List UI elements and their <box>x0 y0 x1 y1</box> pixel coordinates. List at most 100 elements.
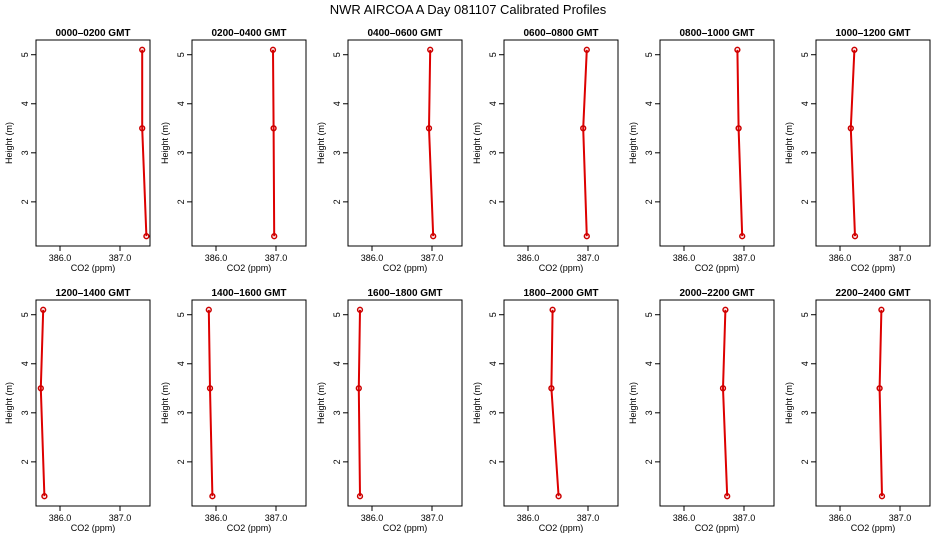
x-axis-label: CO2 (ppm) <box>227 263 272 273</box>
data-point <box>878 493 886 500</box>
y-tick-label: 4 <box>332 361 342 366</box>
x-tick-label: 387.0 <box>109 253 132 263</box>
x-tick-label: 386.0 <box>205 513 228 523</box>
y-tick-label: 4 <box>800 101 810 106</box>
y-tick-label: 5 <box>332 312 342 317</box>
data-point <box>719 385 727 392</box>
data-point <box>206 385 214 392</box>
y-tick-label: 3 <box>176 410 186 415</box>
y-tick-label: 5 <box>488 312 498 317</box>
data-point <box>356 306 364 313</box>
panel-12: 2200–2400 GMT 386.0 387.0 2 3 4 5 CO2 (ppm) Heig… <box>784 288 931 533</box>
plot-frame <box>347 299 463 507</box>
x-tick-label: 387.0 <box>265 253 288 263</box>
y-tick-label: 3 <box>644 410 654 415</box>
plot-frame <box>815 299 931 507</box>
data-point <box>139 125 146 132</box>
panel-9: 1600–1800 GMT 386.0 387.0 2 3 4 5 CO2 (ppm) Heig… <box>316 288 463 533</box>
data-point <box>847 125 854 132</box>
y-tick-label: 2 <box>20 459 30 464</box>
plot-frame <box>35 299 151 507</box>
x-tick-label: 386.0 <box>673 253 696 263</box>
data-point <box>735 125 742 132</box>
panel-title: 0400–0600 GMT <box>367 28 442 39</box>
profile-line <box>141 49 148 237</box>
x-axis-label: CO2 (ppm) <box>695 263 740 273</box>
data-point <box>555 493 562 500</box>
data-point <box>271 233 278 240</box>
panel-title: 1200–1400 GMT <box>55 288 130 299</box>
y-tick-label: 3 <box>488 150 498 155</box>
profile-line <box>207 309 214 497</box>
x-tick-label: 386.0 <box>829 513 852 523</box>
data-point <box>143 233 150 240</box>
panel-title: 0000–0200 GMT <box>55 28 130 39</box>
profile-line <box>736 49 744 237</box>
plot-frame <box>35 39 151 247</box>
y-tick-label: 5 <box>488 52 498 57</box>
x-tick-label: 387.0 <box>733 253 756 263</box>
plot-frame <box>659 299 775 507</box>
y-tick-label: 3 <box>20 150 30 155</box>
y-tick-label: 2 <box>488 199 498 204</box>
plot-frame <box>503 39 619 247</box>
y-axis-label: Height (m) <box>160 382 170 424</box>
profile-line <box>357 309 361 497</box>
panel-4: 0600–0800 GMT 386.0 387.0 2 3 4 5 CO2 (ppm) Heig… <box>472 28 619 273</box>
profile-line <box>39 309 46 497</box>
y-axis-label: Height (m) <box>472 382 482 424</box>
data-point <box>430 233 437 240</box>
y-tick-label: 4 <box>800 361 810 366</box>
plot-frame <box>191 299 307 507</box>
y-axis-label: Height (m) <box>472 122 482 164</box>
plot-frame <box>815 39 931 247</box>
x-tick-label: 386.0 <box>49 513 72 523</box>
data-point <box>734 46 741 53</box>
plot-frame <box>347 39 463 247</box>
panel-1: 0000–0200 GMT 386.0 387.0 2 3 4 5 CO2 (ppm) Heig… <box>4 28 151 273</box>
x-axis-label: CO2 (ppm) <box>383 523 428 533</box>
plot-frame <box>659 39 775 247</box>
data-point <box>41 493 48 500</box>
x-axis-label: CO2 (ppm) <box>71 523 116 533</box>
panel-title: 0200–0400 GMT <box>211 28 286 39</box>
x-tick-label: 387.0 <box>265 513 288 523</box>
y-tick-label: 5 <box>20 312 30 317</box>
data-point <box>878 306 885 313</box>
y-tick-label: 3 <box>332 150 342 155</box>
x-axis-label: CO2 (ppm) <box>227 523 272 533</box>
data-point <box>851 46 858 53</box>
y-tick-label: 5 <box>800 52 810 57</box>
y-tick-label: 5 <box>800 312 810 317</box>
figure-title: NWR AIRCOA A Day 081107 Calibrated Profi… <box>330 2 607 17</box>
x-tick-label: 387.0 <box>421 513 444 523</box>
y-tick-label: 5 <box>332 52 342 57</box>
y-tick-label: 4 <box>20 101 30 106</box>
x-tick-label: 386.0 <box>673 513 696 523</box>
data-point <box>739 233 746 240</box>
panel-title: 2000–2200 GMT <box>679 288 754 299</box>
data-point <box>355 385 362 392</box>
data-point <box>269 46 277 53</box>
x-tick-label: 386.0 <box>361 253 384 263</box>
panel-2: 0200–0400 GMT 386.0 387.0 2 3 4 5 CO2 (ppm) Heig… <box>160 28 307 273</box>
data-point <box>548 385 555 392</box>
plot-frame <box>503 299 619 507</box>
profile-line <box>550 309 560 497</box>
y-axis-label: Height (m) <box>316 122 326 164</box>
x-tick-label: 387.0 <box>889 253 912 263</box>
y-tick-label: 3 <box>800 150 810 155</box>
x-axis-label: CO2 (ppm) <box>695 523 740 533</box>
panel-5: 0800–1000 GMT 386.0 387.0 2 3 4 5 CO2 (ppm) Heig… <box>628 28 775 273</box>
y-tick-label: 5 <box>644 52 654 57</box>
data-point <box>876 385 883 392</box>
data-point <box>583 46 590 53</box>
x-tick-label: 387.0 <box>421 253 444 263</box>
plot-frame <box>191 39 307 247</box>
panel-title: 2200–2400 GMT <box>835 288 910 299</box>
x-tick-label: 386.0 <box>205 253 228 263</box>
panel-3: 0400–0600 GMT 386.0 387.0 2 3 4 5 CO2 (ppm) Heig… <box>316 28 463 273</box>
data-point <box>356 493 364 500</box>
x-axis-label: CO2 (ppm) <box>851 523 896 533</box>
